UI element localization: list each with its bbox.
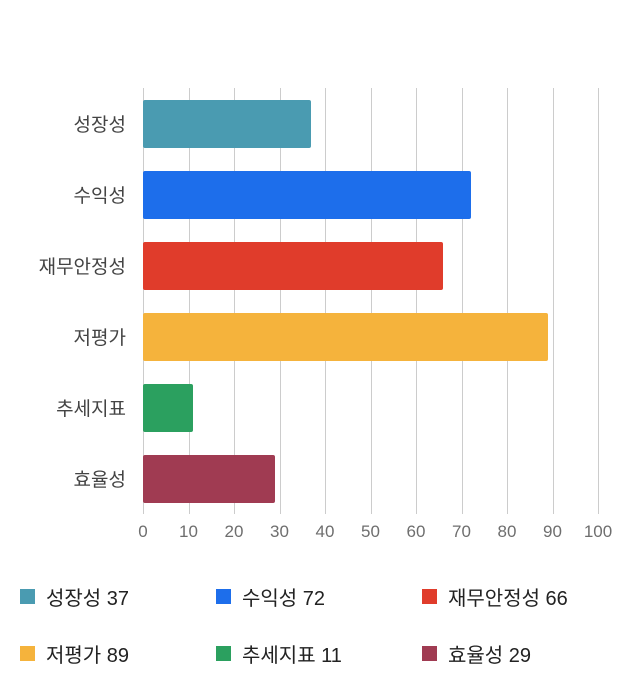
bar-row (143, 88, 598, 159)
legend-swatch-icon (216, 589, 231, 604)
category-label: 저평가 (73, 328, 126, 349)
legend-swatch-icon (216, 646, 231, 661)
legend-label: 성장성 37 (46, 588, 130, 610)
x-tick-label: 60 (406, 522, 426, 541)
chart-legend: 성장성 37 수익성 72 재무안정성 66 저평가 89 추세지표 11 효율성 29 (20, 582, 630, 668)
bar-row (143, 301, 598, 372)
legend-label: 저평가 89 (46, 645, 130, 667)
legend-item: 저평가 89 (20, 639, 216, 668)
plot-area (143, 88, 599, 514)
bar-수익성[interactable] (143, 170, 471, 219)
legend-swatch-icon (20, 646, 35, 661)
bar-row (143, 159, 598, 230)
category-label: 수익성 (73, 186, 126, 207)
legend-swatch-icon (422, 646, 437, 661)
category-label: 추세지표 (56, 399, 126, 420)
bar-rows (143, 88, 598, 514)
legend-swatch-icon (20, 589, 35, 604)
x-tick-label: 30 (270, 522, 289, 541)
gridline (143, 88, 144, 514)
gridline (234, 88, 235, 514)
x-tick-label: 80 (497, 522, 517, 541)
bar-성장성[interactable] (143, 99, 312, 148)
legend-label: 효율성 29 (448, 645, 532, 667)
gridline (598, 88, 599, 514)
bar-추세지표[interactable] (143, 383, 194, 432)
bar-row (143, 230, 598, 301)
x-tick-label: 0 (138, 522, 148, 541)
gridline (370, 88, 372, 514)
x-tick-label: 20 (224, 522, 244, 541)
category-label: 성장성 (73, 115, 126, 136)
gridline (552, 88, 554, 514)
legend-item: 추세지표 11 (216, 639, 422, 668)
gridline (416, 88, 417, 514)
x-tick-label: 90 (543, 522, 562, 541)
gridline (507, 88, 508, 514)
x-tick-label: 10 (179, 522, 198, 541)
bar-효율성[interactable] (143, 454, 275, 503)
bar-저평가[interactable] (143, 312, 548, 361)
x-axis-tick-labels: 0 10 20 30 40 50 60 70 80 90 100 (138, 522, 612, 546)
gridline (461, 88, 463, 514)
legend-label: 재무안정성 66 (448, 588, 568, 610)
gridline (188, 88, 190, 514)
bar-row (143, 443, 598, 514)
legend-item: 효율성 29 (422, 639, 622, 668)
x-tick-label: 50 (361, 522, 380, 541)
x-tick-label: 100 (583, 522, 613, 541)
legend-label: 추세지표 11 (242, 645, 342, 667)
legend-label: 수익성 72 (242, 588, 326, 610)
legend-item: 수익성 72 (216, 582, 422, 611)
gridline (279, 88, 281, 514)
legend-item: 재무안정성 66 (422, 582, 622, 611)
category-label: 재무안정성 (38, 257, 126, 278)
x-tick-label: 70 (452, 522, 471, 541)
gridline (325, 88, 326, 514)
bar-row (143, 372, 598, 443)
legend-swatch-icon (422, 589, 437, 604)
bar-재무안정성[interactable] (143, 241, 444, 290)
x-tick-label: 40 (315, 522, 335, 541)
category-label: 효율성 (73, 470, 126, 491)
legend-item: 성장성 37 (20, 582, 216, 611)
